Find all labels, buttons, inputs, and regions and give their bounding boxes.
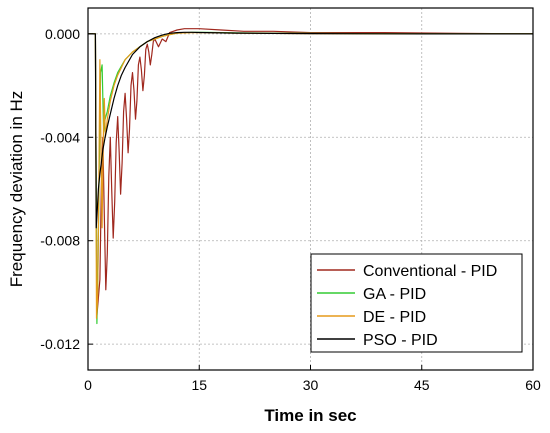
legend-label: DE - PID [363,309,426,326]
x-tick-label: 45 [414,377,430,393]
x-tick-label: 0 [84,377,92,393]
y-tick-label: -0.004 [40,129,80,145]
legend-label: GA - PID [363,286,426,303]
y-axis-label: Frequency deviation in Hz [7,91,26,288]
x-tick-label: 15 [191,377,207,393]
y-axis: 0.000 -0.004 -0.008 -0.012 [40,26,93,352]
legend: Conventional - PID GA - PID DE - PID PSO - … [310,253,523,353]
legend-label: PSO - PID [363,332,438,349]
x-axis-label: Time in sec [264,406,356,425]
y-tick-label: 0.000 [45,26,80,42]
series-line-3 [88,31,533,229]
series-lines [88,28,534,325]
y-tick-label: -0.008 [40,233,80,249]
x-tick-label: 30 [303,377,319,393]
legend-label: Conventional - PID [363,263,497,280]
series-line-0 [88,28,534,317]
x-axis: 0 15 30 45 60 [84,365,541,393]
y-tick-label: -0.012 [40,336,80,352]
x-tick-label: 60 [525,377,541,393]
